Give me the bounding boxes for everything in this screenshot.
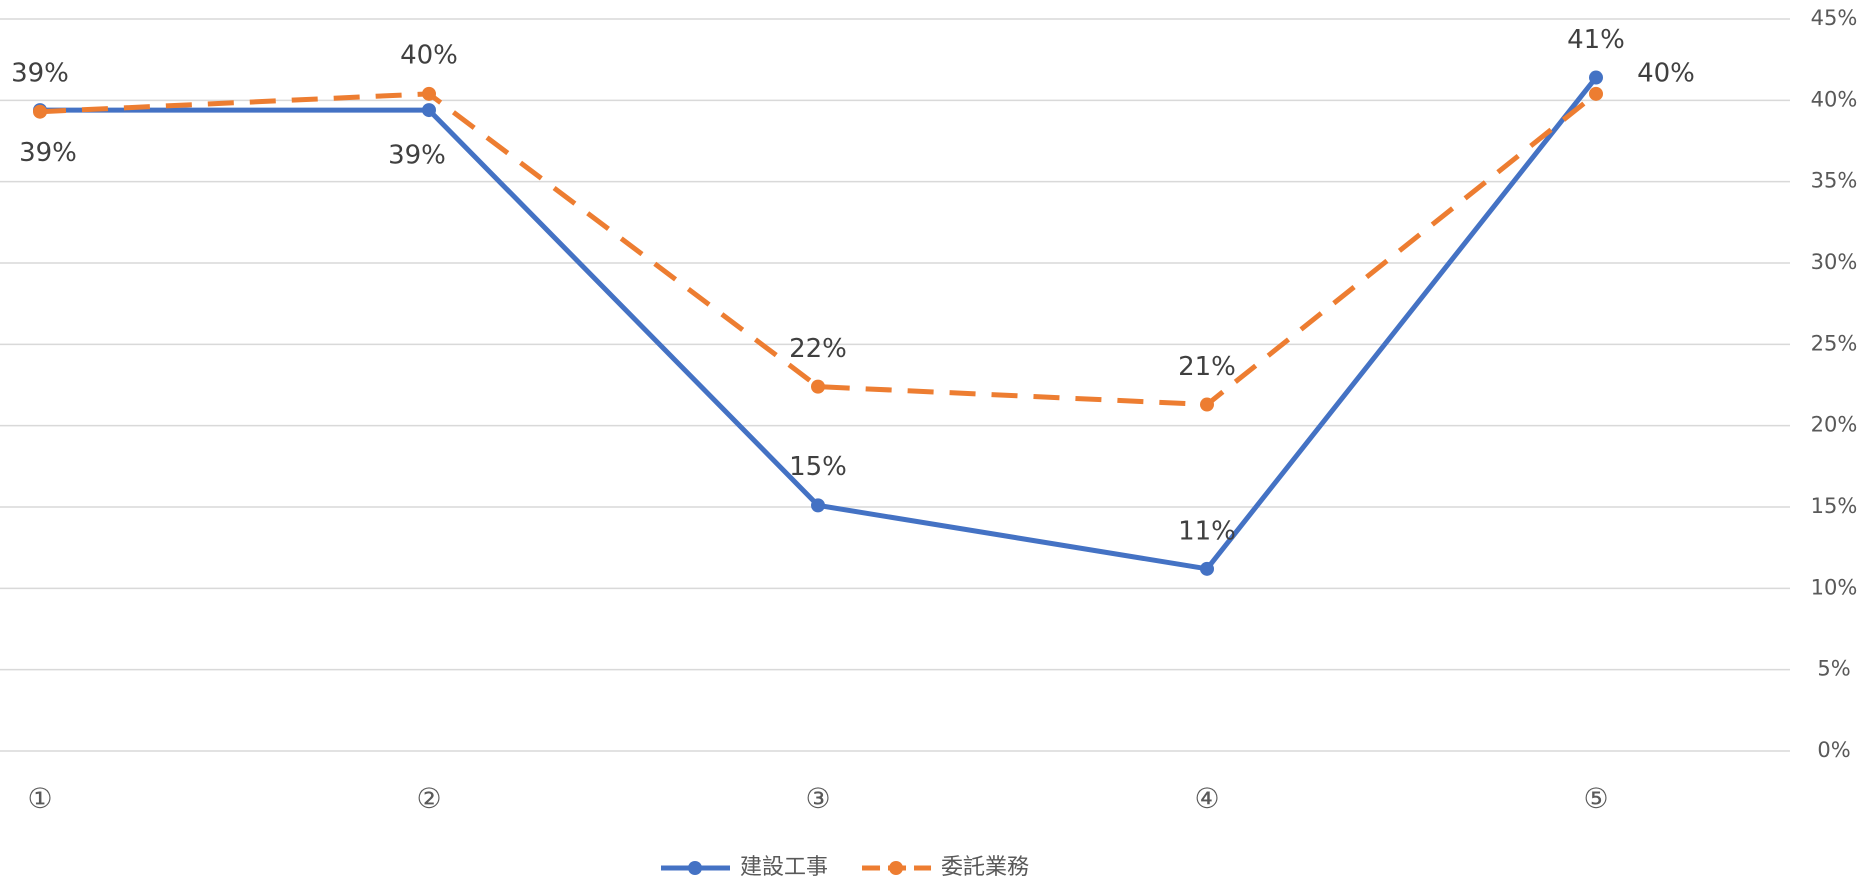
data-point [811, 498, 825, 513]
legend-marker [889, 861, 904, 875]
series-line [40, 76, 1598, 572]
data-label: 39% [19, 138, 77, 168]
data-point [422, 103, 436, 118]
y-tick-label: 40% [1811, 87, 1858, 111]
data-label: 41% [1567, 25, 1625, 55]
data-point [1589, 70, 1603, 85]
legend-label: 建設工事 [740, 855, 828, 880]
data-point [33, 104, 47, 119]
y-tick-label: 45% [1811, 6, 1858, 30]
y-tick-label: 10% [1811, 575, 1858, 599]
data-label: 15% [789, 452, 847, 482]
x-tick-label: ⑤ [1583, 782, 1608, 815]
y-tick-label: 20% [1811, 413, 1858, 437]
y-tick-label: 0% [1817, 738, 1850, 762]
data-point [1200, 397, 1214, 412]
data-point [422, 86, 436, 101]
y-tick-label: 5% [1817, 657, 1850, 681]
x-tick-label: ② [416, 782, 441, 815]
data-label: 39% [388, 141, 446, 171]
x-tick-label: ④ [1194, 782, 1219, 815]
x-tick-label: ① [27, 782, 52, 815]
data-point [1200, 561, 1214, 576]
data-label: 39% [11, 59, 69, 89]
data-point [1589, 86, 1603, 101]
data-label: 40% [400, 40, 458, 70]
data-label: 22% [789, 334, 847, 364]
x-tick-label: ③ [805, 782, 830, 815]
data-label: 21% [1178, 352, 1236, 382]
y-tick-label: 30% [1811, 250, 1858, 274]
legend-label: 委託業務 [941, 855, 1029, 880]
data-label: 11% [1178, 516, 1236, 546]
y-tick-label: 25% [1811, 331, 1858, 355]
data-point [811, 379, 825, 394]
y-tick-label: 35% [1811, 169, 1858, 193]
series-line [39, 91, 1598, 408]
data-label: 40% [1637, 58, 1695, 88]
y-tick-label: 15% [1811, 494, 1858, 518]
legend-marker [688, 861, 702, 875]
